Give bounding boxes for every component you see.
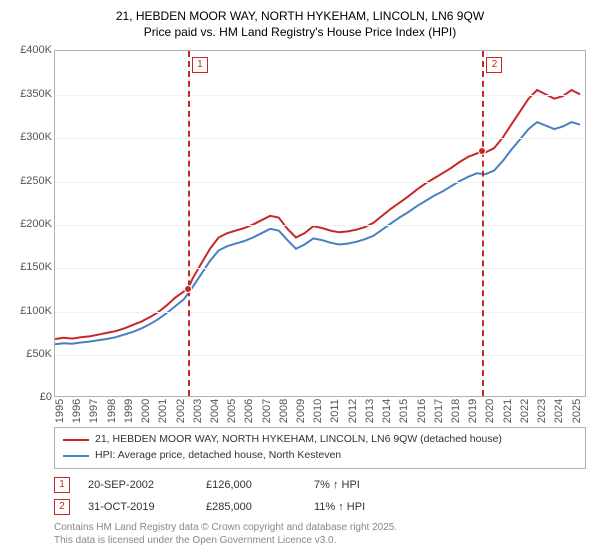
sale-marker-box: 1 — [192, 57, 208, 73]
x-axis-tick: 2011 — [329, 400, 341, 424]
sale-date: 20-SEP-2002 — [88, 479, 188, 491]
y-axis-tick: £100K — [10, 305, 52, 317]
x-axis-tick: 1999 — [123, 399, 135, 423]
x-axis-tick: 2022 — [519, 399, 531, 423]
sale-hpi-delta: 11% ↑ HPI — [314, 501, 394, 513]
sale-price: £126,000 — [206, 479, 296, 491]
chart-area: £0 £50K £100K £150K £200K £250K £300K £350K £400… — [10, 46, 590, 421]
y-axis-tick: £0 — [10, 391, 52, 403]
x-axis-tick: 2009 — [295, 399, 307, 423]
legend: 21, HEBDEN MOOR WAY, NORTH HYKEHAM, LINC… — [54, 427, 586, 469]
x-axis-tick: 2013 — [364, 399, 376, 423]
legend-label: HPI: Average price, detached house, Nort… — [95, 448, 341, 464]
x-axis-tick: 1998 — [106, 399, 118, 423]
y-axis-tick: £200K — [10, 218, 52, 230]
x-axis-tick: 2018 — [450, 399, 462, 423]
legend-swatch — [63, 455, 89, 457]
chart-title: 21, HEBDEN MOOR WAY, NORTH HYKEHAM, LINC… — [10, 8, 590, 40]
x-axis-tick: 2023 — [536, 399, 548, 423]
x-axis-tick: 2007 — [261, 399, 273, 423]
sales-row: 2 31-OCT-2019 £285,000 11% ↑ HPI — [54, 499, 586, 515]
legend-label: 21, HEBDEN MOOR WAY, NORTH HYKEHAM, LINC… — [95, 432, 502, 448]
x-axis-tick: 1995 — [54, 399, 66, 423]
x-axis-tick: 2006 — [243, 399, 255, 423]
sale-date: 31-OCT-2019 — [88, 501, 188, 513]
x-axis-tick: 2016 — [416, 399, 428, 423]
x-axis-tick: 2005 — [226, 399, 238, 423]
sale-hpi-delta: 7% ↑ HPI — [314, 479, 394, 491]
x-axis-tick: 2020 — [484, 399, 496, 423]
sale-marker-dot — [184, 285, 192, 293]
sale-price: £285,000 — [206, 501, 296, 513]
attribution: Contains HM Land Registry data © Crown c… — [54, 521, 586, 548]
x-axis-tick: 2001 — [157, 399, 169, 423]
x-axis-tick: 1997 — [88, 399, 100, 423]
sale-marker: 2 — [54, 499, 70, 515]
sales-table: 1 20-SEP-2002 £126,000 7% ↑ HPI 2 31-OCT… — [54, 477, 586, 515]
x-axis-tick: 2000 — [140, 399, 152, 423]
sales-row: 1 20-SEP-2002 £126,000 7% ↑ HPI — [54, 477, 586, 493]
series-price_paid — [55, 90, 580, 339]
x-axis-tick: 2010 — [312, 399, 324, 423]
sale-marker-line — [188, 51, 190, 396]
attribution-line1: Contains HM Land Registry data © Crown c… — [54, 521, 586, 535]
x-axis-tick: 2017 — [433, 399, 445, 423]
title-line1: 21, HEBDEN MOOR WAY, NORTH HYKEHAM, LINC… — [10, 8, 590, 24]
plot-area: 12 — [54, 50, 586, 397]
y-axis-tick: £250K — [10, 175, 52, 187]
y-axis-tick: £350K — [10, 88, 52, 100]
x-axis-tick: 2015 — [398, 399, 410, 423]
y-axis-tick: £400K — [10, 44, 52, 56]
x-axis-tick: 2025 — [571, 399, 583, 423]
sale-marker: 1 — [54, 477, 70, 493]
legend-item-price-paid: 21, HEBDEN MOOR WAY, NORTH HYKEHAM, LINC… — [63, 432, 577, 448]
y-axis-tick: £150K — [10, 261, 52, 273]
x-axis-tick: 2024 — [553, 399, 565, 423]
legend-swatch — [63, 439, 89, 441]
y-axis-tick: £300K — [10, 131, 52, 143]
x-axis-tick: 2004 — [209, 399, 221, 423]
x-axis-tick: 2003 — [192, 399, 204, 423]
x-axis-tick: 2019 — [467, 399, 479, 423]
legend-item-hpi: HPI: Average price, detached house, Nort… — [63, 448, 577, 464]
x-axis-tick: 2021 — [502, 399, 514, 423]
x-axis-tick: 2008 — [278, 399, 290, 423]
sale-marker-box: 2 — [486, 57, 502, 73]
attribution-line2: This data is licensed under the Open Gov… — [54, 534, 586, 548]
y-axis-tick: £50K — [10, 348, 52, 360]
sale-marker-line — [482, 51, 484, 396]
x-axis-tick: 2012 — [347, 399, 359, 423]
x-axis-tick: 2014 — [381, 399, 393, 423]
title-line2: Price paid vs. HM Land Registry's House … — [10, 24, 590, 40]
x-axis-tick: 2002 — [175, 399, 187, 423]
x-axis-tick: 1996 — [71, 399, 83, 423]
